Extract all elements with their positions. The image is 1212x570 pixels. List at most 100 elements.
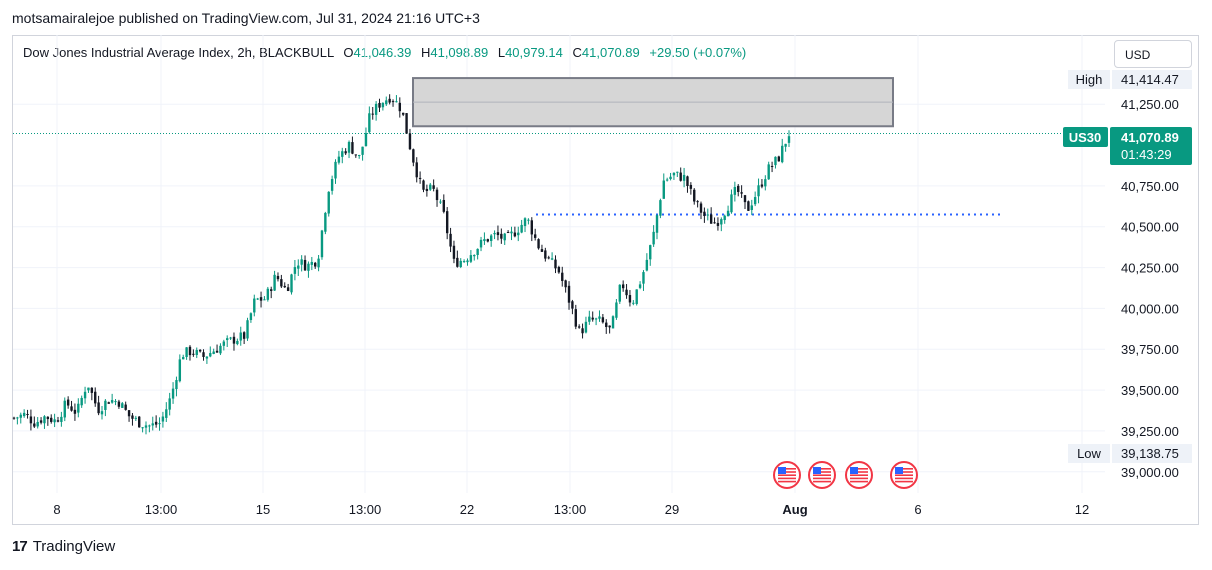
price-tick-label: 39,500.00: [1121, 383, 1179, 398]
candle-body: [97, 402, 100, 414]
candle-body: [158, 423, 161, 425]
low-value: 39,138.75: [1121, 446, 1179, 461]
candle-body: [354, 154, 358, 156]
candle-body: [19, 414, 22, 418]
candle-body: [344, 151, 347, 154]
candle-body: [415, 162, 418, 178]
candle-body: [581, 328, 584, 334]
candle-body: [195, 350, 198, 355]
candle-body: [445, 211, 449, 234]
candle-body: [743, 195, 747, 203]
candle-body: [222, 341, 226, 346]
chart-legend: Dow Jones Industrial Average Index, 2h, …: [23, 45, 746, 60]
time-tick-label: 6: [914, 502, 921, 517]
candle-body: [378, 102, 381, 108]
candle-body: [621, 284, 625, 289]
price-tick-label: 40,750.00: [1121, 179, 1179, 194]
candle-body: [449, 233, 452, 247]
candle-body: [341, 151, 344, 157]
candle-body: [774, 156, 777, 166]
candle-body: [286, 287, 290, 292]
candle-body: [628, 295, 632, 303]
candle-body: [760, 184, 764, 187]
candle-body: [83, 391, 87, 399]
chart-panel[interactable]: [12, 35, 1199, 525]
change-value: +29.50 (+0.07%): [649, 45, 747, 60]
candle-body: [720, 219, 723, 225]
candle-body: [202, 352, 205, 357]
candle-body: [297, 265, 300, 269]
candle-body: [483, 239, 486, 242]
candle-body: [66, 399, 70, 406]
candle-body: [280, 279, 283, 287]
candle-body: [198, 349, 202, 352]
close-label: C: [572, 45, 582, 60]
candle-body: [273, 274, 276, 291]
candle-body: [652, 231, 655, 245]
time-tick-label: 13:00: [554, 502, 587, 517]
candles: [12, 94, 791, 435]
candle-body: [368, 113, 371, 133]
candle-body: [154, 421, 158, 425]
candle-body: [141, 427, 144, 429]
close-value: 41,070.89: [581, 45, 640, 60]
candle-body: [364, 133, 368, 147]
candle-body: [56, 420, 60, 422]
candle-body: [246, 320, 249, 339]
candle-body: [696, 201, 699, 203]
candle-body: [256, 298, 259, 300]
candle-body: [723, 215, 726, 221]
candle-body: [764, 179, 767, 187]
candle-body: [371, 113, 374, 115]
candle-body: [60, 416, 63, 422]
candle-body: [121, 403, 124, 408]
candle-body: [787, 136, 791, 143]
time-tick-label: 15: [256, 502, 270, 517]
us-flag-event-icon[interactable]: [808, 461, 836, 489]
candle-body: [598, 316, 601, 319]
candle-body: [209, 353, 212, 357]
tradingview-footer[interactable]: 17 TradingView: [12, 538, 115, 555]
candle-body: [263, 299, 266, 301]
candle-body: [669, 176, 672, 180]
currency-button[interactable]: USD: [1114, 40, 1192, 68]
candle-body: [168, 398, 171, 410]
price-tick-label: 40,000.00: [1121, 301, 1179, 316]
candle-body: [500, 233, 503, 239]
candle-body: [533, 234, 537, 238]
last-price-bg: [1110, 127, 1192, 165]
candle-body: [138, 416, 141, 428]
candle-body: [242, 332, 246, 339]
candle-body: [39, 420, 43, 423]
candle-body: [36, 421, 39, 427]
candle-body: [537, 239, 540, 249]
candle-body: [334, 161, 337, 179]
candle-body: [574, 309, 577, 327]
high-label-bg: [1068, 70, 1110, 89]
candle-body: [161, 416, 165, 422]
candle-body: [117, 401, 121, 407]
symbol-title[interactable]: Dow Jones Industrial Average Index, 2h, …: [23, 45, 334, 60]
candle-body: [781, 145, 784, 163]
last-price: 41,070.89: [1121, 130, 1179, 145]
candle-body: [439, 201, 442, 203]
candle-body: [632, 302, 635, 304]
time-tick-label: 13:00: [145, 502, 178, 517]
us-flag-event-icon[interactable]: [773, 461, 801, 489]
candle-body: [584, 321, 588, 333]
candle-body: [429, 184, 432, 190]
candle-body: [351, 142, 354, 154]
us-flag-event-icon[interactable]: [845, 461, 873, 489]
price-tick-label: 39,000.00: [1121, 465, 1179, 480]
us-flag-event-icon[interactable]: [890, 461, 918, 489]
candle-body: [418, 177, 422, 179]
candle-body: [171, 388, 175, 399]
candle-body: [757, 185, 760, 197]
candle-body: [215, 350, 219, 353]
candle-body: [134, 417, 138, 419]
candle-body: [192, 353, 195, 355]
candle-body: [740, 192, 743, 194]
candle-body: [517, 232, 520, 236]
candle-body: [489, 235, 493, 241]
